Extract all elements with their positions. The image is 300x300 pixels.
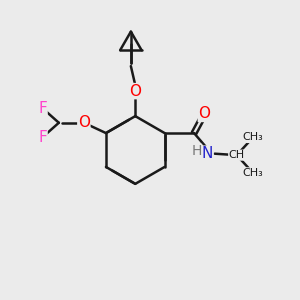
Text: F: F (38, 100, 47, 116)
Text: O: O (78, 115, 90, 130)
Text: H: H (191, 144, 202, 158)
Text: F: F (38, 130, 47, 145)
Text: CH₃: CH₃ (243, 168, 263, 178)
Text: O: O (198, 106, 210, 122)
Text: O: O (129, 84, 141, 99)
Text: CH: CH (229, 150, 245, 160)
Text: CH₃: CH₃ (243, 133, 263, 142)
Text: N: N (202, 146, 213, 161)
